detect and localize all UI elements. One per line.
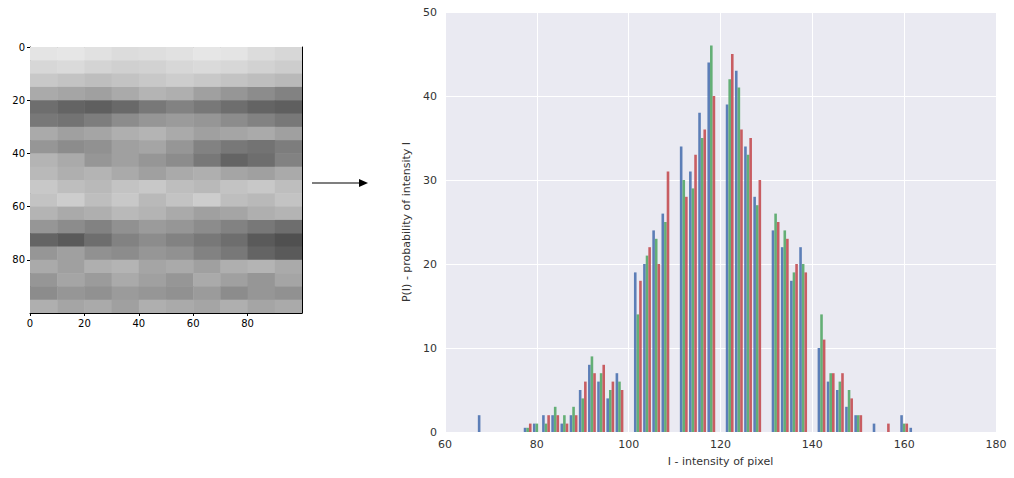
svg-text:0: 0 — [27, 318, 33, 329]
svg-text:80: 80 — [12, 254, 25, 265]
svg-text:I - intensity of pixel: I - intensity of pixel — [668, 455, 774, 468]
svg-text:180: 180 — [986, 438, 1007, 451]
svg-text:60: 60 — [187, 318, 200, 329]
svg-text:120: 120 — [710, 438, 731, 451]
svg-text:140: 140 — [802, 438, 823, 451]
svg-text:0: 0 — [19, 42, 25, 53]
svg-text:160: 160 — [894, 438, 915, 451]
svg-text:0: 0 — [430, 426, 437, 439]
svg-text:80: 80 — [530, 438, 544, 451]
svg-text:20: 20 — [12, 95, 25, 106]
svg-text:40: 40 — [132, 318, 145, 329]
svg-text:20: 20 — [423, 258, 437, 271]
svg-text:30: 30 — [423, 174, 437, 187]
svg-text:60: 60 — [438, 438, 452, 451]
svg-text:40: 40 — [12, 148, 25, 159]
svg-text:40: 40 — [423, 90, 437, 103]
svg-text:80: 80 — [241, 318, 254, 329]
svg-text:P(I) - probability of intensit: P(I) - probability of intensity I — [400, 142, 413, 302]
svg-text:10: 10 — [423, 342, 437, 355]
svg-text:50: 50 — [423, 6, 437, 19]
svg-text:20: 20 — [78, 318, 91, 329]
svg-text:100: 100 — [618, 438, 639, 451]
svg-text:60: 60 — [12, 201, 25, 212]
